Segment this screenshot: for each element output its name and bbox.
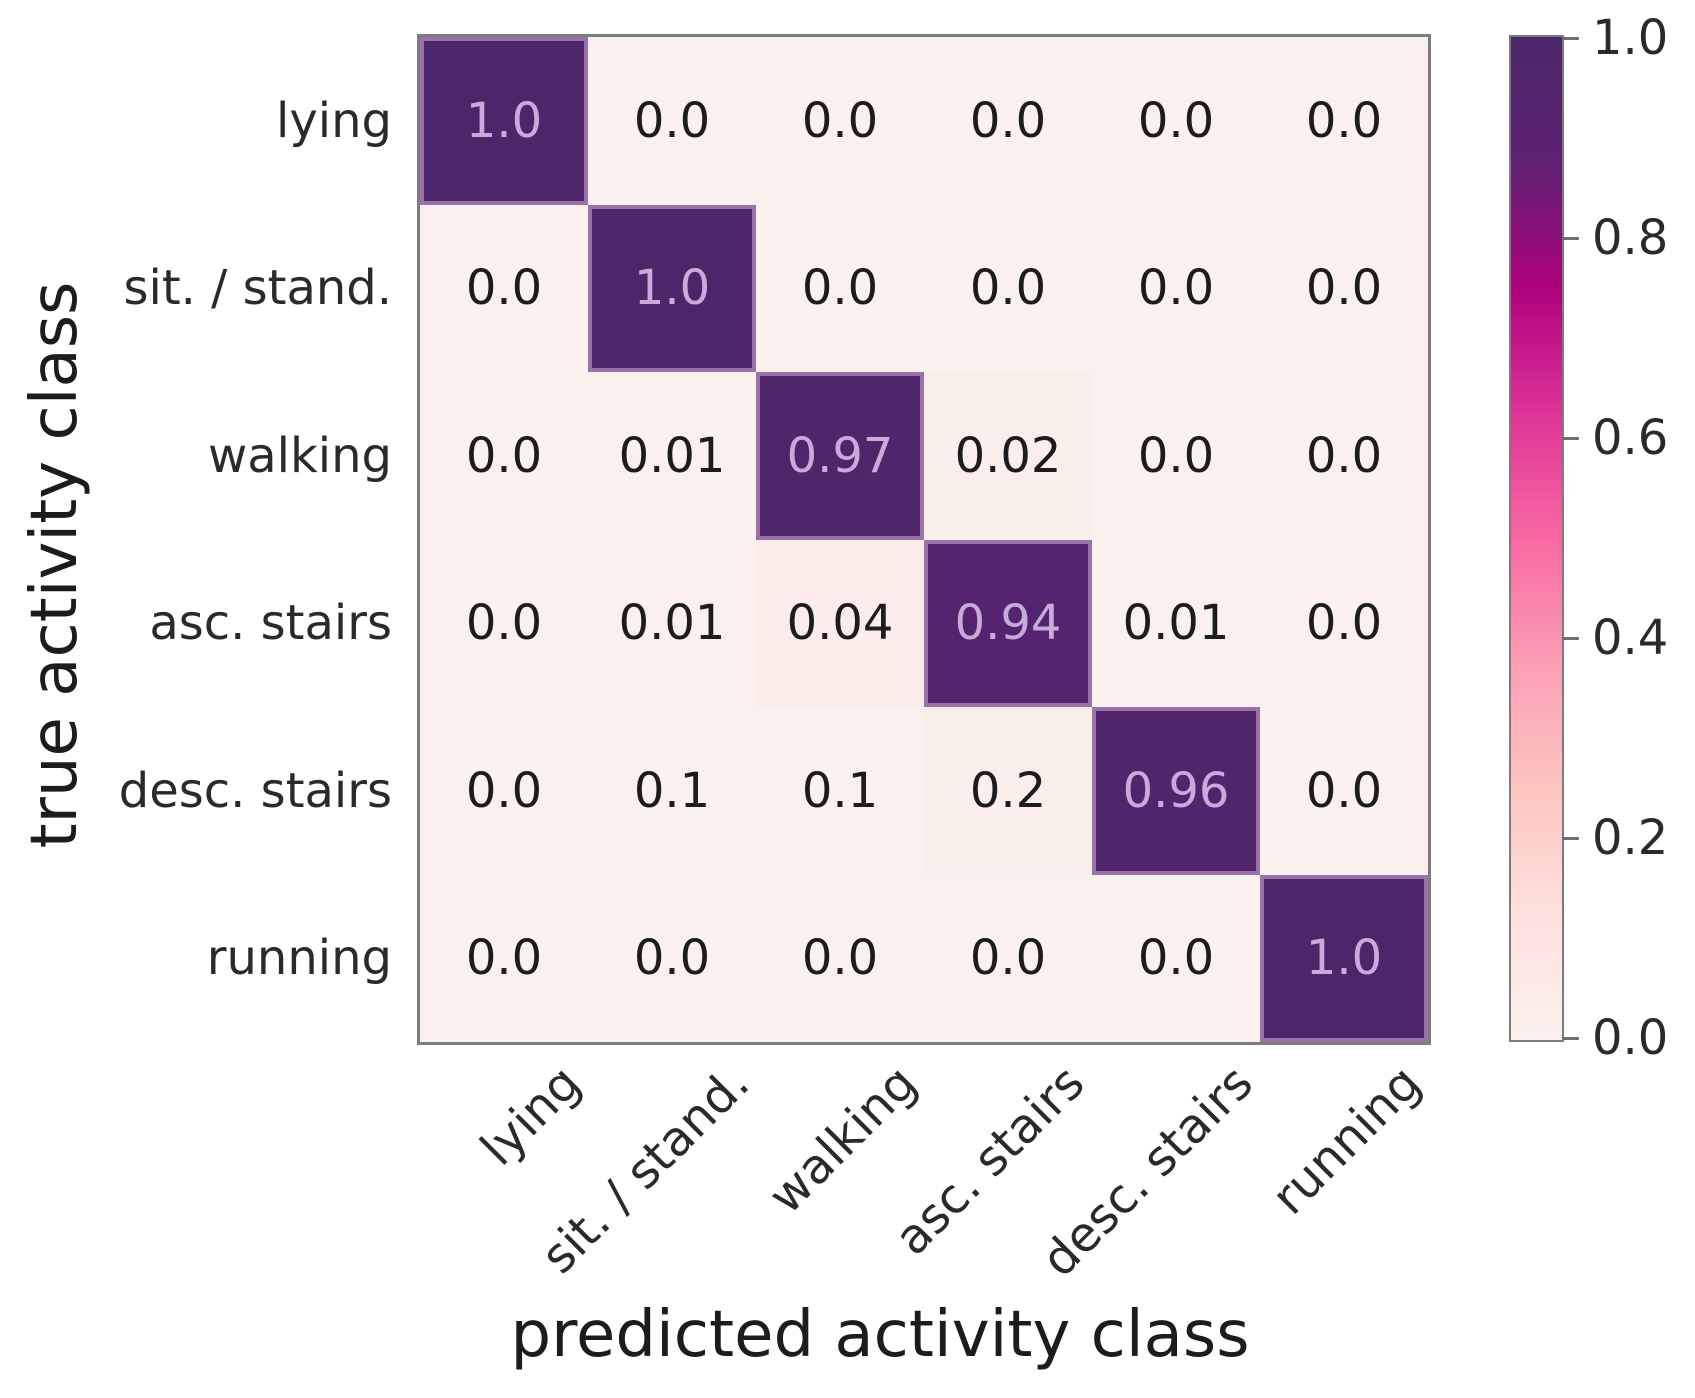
- colorbar-tick: [1562, 837, 1579, 840]
- matrix-cell: 0.0: [1092, 874, 1260, 1042]
- matrix-cell: 0.0: [1260, 539, 1428, 707]
- matrix-cell: 0.94: [924, 539, 1092, 707]
- colorbar-tick-label: 0.4: [1592, 610, 1669, 666]
- y-tick-label: running: [206, 930, 392, 987]
- x-tick-label: running: [1261, 1055, 1432, 1226]
- x-axis-title: predicted activity class: [510, 1298, 1250, 1372]
- matrix-cell: 0.97: [756, 372, 924, 540]
- colorbar-tick: [1562, 637, 1579, 640]
- matrix-cell: 0.04: [756, 539, 924, 707]
- matrix-cell: 1.0: [588, 204, 756, 372]
- matrix-cell: 0.0: [924, 204, 1092, 372]
- matrix-cell: 0.0: [1092, 372, 1260, 540]
- x-tick-label: lying: [469, 1055, 592, 1177]
- colorbar-tick: [1562, 237, 1579, 240]
- matrix-cell: 0.0: [924, 874, 1092, 1042]
- matrix-cell: 0.0: [1260, 372, 1428, 540]
- colorbar-tick: [1562, 37, 1579, 40]
- colorbar-tick-label: 0.0: [1592, 1010, 1669, 1066]
- matrix-cell: 0.01: [588, 539, 756, 707]
- matrix-cell: 0.0: [420, 539, 588, 707]
- matrix-cell: 0.96: [1092, 707, 1260, 875]
- matrix-cell: 0.0: [588, 874, 756, 1042]
- matrix-cell: 0.0: [420, 874, 588, 1042]
- matrix-cell: 0.0: [756, 204, 924, 372]
- y-tick-label: sit. / stand.: [123, 260, 393, 317]
- y-tick-label: desc. stairs: [118, 762, 392, 819]
- matrix-cell: 0.01: [588, 372, 756, 540]
- matrix-cell: 0.0: [420, 372, 588, 540]
- matrix-cell: 0.0: [588, 37, 756, 205]
- heatmap-grid: 1.0 0.0 0.0 0.0 0.0 0.0 0.0 1.0 0.0 0.0 0.0 0.0 0.0 0…: [417, 34, 1431, 1045]
- y-tick-label: walking: [207, 427, 392, 484]
- y-tick-label: asc. stairs: [149, 595, 392, 652]
- matrix-cell: 0.1: [588, 707, 756, 875]
- matrix-cell: 0.0: [1092, 37, 1260, 205]
- matrix-cell: 0.02: [924, 372, 1092, 540]
- matrix-cell: 0.0: [420, 204, 588, 372]
- matrix-cell: 0.01: [1092, 539, 1260, 707]
- colorbar-tick-label: 1.0: [1592, 10, 1669, 66]
- matrix-cell: 0.0: [924, 37, 1092, 205]
- matrix-cell: 0.0: [1260, 204, 1428, 372]
- matrix-cell: 0.0: [1092, 204, 1260, 372]
- matrix-cell: 0.2: [924, 707, 1092, 875]
- y-tick-label: lying: [276, 92, 392, 149]
- colorbar-tick: [1562, 437, 1579, 440]
- colorbar-tick-label: 0.6: [1592, 410, 1669, 466]
- colorbar-tick: [1562, 1037, 1579, 1040]
- matrix-cell: 1.0: [420, 37, 588, 205]
- matrix-cell: 0.1: [756, 707, 924, 875]
- colorbar-tick-label: 0.2: [1592, 810, 1669, 866]
- matrix-cell: 0.0: [420, 707, 588, 875]
- x-tick-label: walking: [757, 1055, 928, 1225]
- matrix-cell: 1.0: [1260, 874, 1428, 1042]
- colorbar-gradient: [1509, 35, 1564, 1042]
- matrix-cell: 0.0: [1260, 707, 1428, 875]
- matrix-cell: 0.0: [756, 37, 924, 205]
- colorbar-tick-label: 0.8: [1592, 210, 1669, 266]
- matrix-cell: 0.0: [1260, 37, 1428, 205]
- matrix-cell: 0.0: [756, 874, 924, 1042]
